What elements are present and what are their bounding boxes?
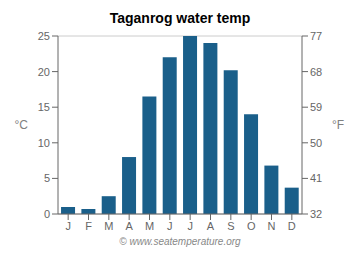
svg-text:A: A [125, 220, 133, 232]
html-text:Taganrog water temp: Taganrog water temp [109, 10, 251, 26]
svg-text:32: 32 [310, 208, 322, 220]
svg-text:O: O [247, 220, 256, 232]
svg-text:68: 68 [310, 66, 322, 78]
svg-text:J: J [65, 220, 71, 232]
svg-text:F: F [85, 220, 92, 232]
svg-text:M: M [104, 220, 113, 232]
svg-text:25: 25 [38, 30, 50, 42]
svg-text:A: A [207, 220, 215, 232]
svg-text:15: 15 [38, 101, 50, 113]
svg-text:0: 0 [44, 208, 50, 220]
svg-text:S: S [227, 220, 234, 232]
svg-text:°F: °F [332, 118, 344, 132]
svg-text:77: 77 [310, 30, 322, 42]
svg-text:50: 50 [310, 137, 322, 149]
svg-text:°C: °C [15, 118, 29, 132]
svg-text:N: N [268, 220, 276, 232]
svg-text:41: 41 [310, 172, 322, 184]
svg-text:5: 5 [44, 172, 50, 184]
svg-text:20: 20 [38, 66, 50, 78]
html-text:© www.seatemperature.org: © www.seatemperature.org [119, 236, 241, 247]
svg-text:J: J [167, 220, 173, 232]
svg-text:10: 10 [38, 137, 50, 149]
svg-text:M: M [145, 220, 154, 232]
svg-text:59: 59 [310, 101, 322, 113]
svg-text:J: J [187, 220, 193, 232]
svg-text:D: D [288, 220, 296, 232]
